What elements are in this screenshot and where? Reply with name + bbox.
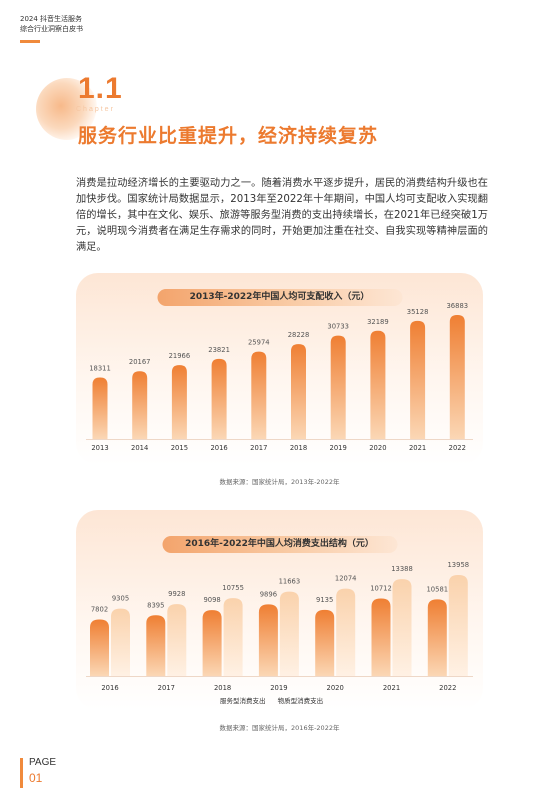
spending-year-label: 2019 [270, 684, 287, 692]
spending-year-label: 2016 [101, 684, 118, 692]
material-spending-bar [279, 591, 299, 676]
income-chart-title: 2013年-2022年中国人均可支配收入（元） [157, 289, 402, 306]
chapter-word: Chapter [76, 106, 115, 113]
spending-year-label: 2022 [439, 684, 456, 692]
material-spending-bar [336, 588, 356, 676]
service-spending-bar [427, 599, 447, 676]
income-year-label: 2017 [250, 444, 267, 452]
income-bar [211, 358, 227, 439]
page-accent-bar [20, 758, 23, 788]
spending-value-label: 7802 [91, 606, 108, 614]
income-year-label: 2014 [131, 444, 148, 452]
income-value-label: 20167 [129, 358, 151, 366]
income-value-label: 23821 [208, 346, 230, 354]
income-value-label: 18311 [89, 364, 111, 372]
income-value-label: 30733 [327, 323, 349, 331]
spending-value-label: 8395 [147, 601, 164, 609]
income-bar [330, 335, 346, 439]
income-value-label: 32189 [367, 318, 389, 326]
material-spending-bar [167, 604, 187, 676]
material-spending-bar [392, 579, 412, 676]
service-spending-bar [146, 615, 166, 676]
service-spending-bar [258, 604, 278, 676]
material-spending-bar [223, 598, 243, 676]
header-line-1: 2024 抖音生活服务 [20, 15, 83, 23]
income-value-label: 35128 [407, 308, 429, 316]
spending-year-label: 2017 [158, 684, 175, 692]
header-accent-bar [20, 40, 40, 43]
income-year-label: 2015 [171, 444, 188, 452]
chapter-number: 1.1 [78, 72, 123, 105]
material-spending-bar [448, 575, 468, 676]
income-year-label: 2018 [290, 444, 307, 452]
legend-service: 服务型消费支出 [220, 697, 266, 705]
header-line-2: 综合行业洞察白皮书 [20, 25, 83, 33]
spending-value-label: 13388 [391, 565, 413, 573]
spending-value-label: 11663 [279, 578, 301, 586]
chapter-decor-circle [36, 78, 98, 140]
spending-chart-source: 数据来源：国家统计局，2016年-2022年 [219, 724, 340, 732]
income-bar [449, 315, 465, 439]
income-value-label: 28228 [288, 331, 310, 339]
spending-value-label: 9135 [316, 596, 333, 604]
income-bar [251, 351, 267, 439]
income-year-label: 2020 [369, 444, 386, 452]
spending-chart-title: 2016年-2022年中国人均消费支出结构（元） [162, 536, 397, 553]
income-value-label: 36883 [446, 302, 468, 310]
income-bar [92, 377, 108, 439]
body-paragraph: 消费是拉动经济增长的主要驱动力之一。随着消费水平逐步提升，居民的消费结构升级也在… [76, 178, 488, 253]
income-year-label: 2022 [449, 444, 466, 452]
income-bar [132, 371, 148, 439]
service-spending-bar [315, 609, 335, 676]
spending-year-label: 2020 [327, 684, 344, 692]
income-year-label: 2019 [330, 444, 347, 452]
spending-value-label: 10712 [370, 584, 392, 592]
section-title: 服务行业比重提升，经济持续复苏 [78, 125, 379, 147]
spending-year-label: 2021 [383, 684, 400, 692]
service-spending-bar [202, 610, 222, 676]
income-bar [370, 330, 386, 439]
service-spending-bar [371, 598, 391, 676]
spending-value-label: 12074 [335, 575, 357, 583]
legend-material: 物质型消费支出 [277, 697, 324, 705]
spending-value-label: 9896 [260, 590, 277, 598]
service-spending-bar [90, 619, 109, 676]
material-spending-bar [111, 608, 130, 676]
page-number: 01 [29, 771, 43, 785]
spending-value-label: 9928 [168, 590, 185, 598]
spending-year-label: 2018 [214, 684, 231, 692]
income-value-label: 25974 [248, 339, 270, 347]
income-chart-source: 数据来源：国家统计局，2013年-2022年 [219, 478, 340, 486]
income-bar [410, 320, 426, 439]
income-bar [291, 344, 306, 439]
spending-value-label: 10755 [222, 584, 244, 592]
spending-chart-legend: 服务型消费支出 物质型消费支出 [220, 695, 333, 705]
report-header: 2024 抖音生活服务 综合行业洞察白皮书 [20, 14, 83, 34]
spending-value-label: 9098 [203, 596, 220, 604]
page-label: PAGE [29, 757, 57, 768]
spending-value-label: 13958 [447, 561, 469, 569]
income-year-label: 2016 [210, 444, 227, 452]
income-value-label: 21966 [169, 352, 191, 360]
income-bar-chart: 18311 2013 20167 2014 21966 2015 23821 2016 2597… [86, 302, 473, 452]
income-year-label: 2021 [409, 444, 426, 452]
spending-value-label: 9305 [112, 595, 129, 603]
income-year-label: 2013 [91, 444, 108, 452]
spending-value-label: 10581 [426, 585, 448, 593]
income-bar [171, 365, 187, 439]
